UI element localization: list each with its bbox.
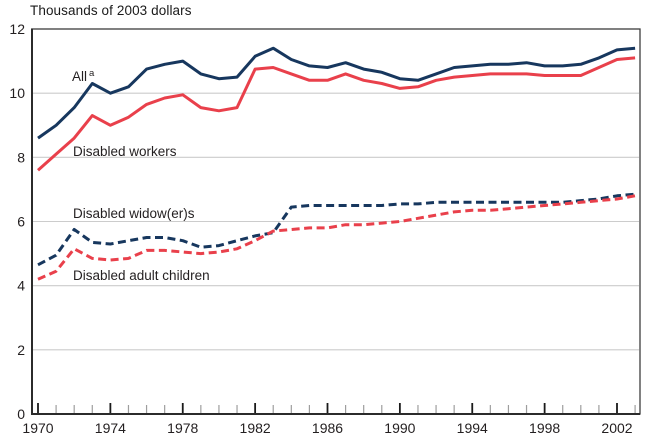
series-label: All a — [72, 68, 95, 84]
series-labels: All a Disabled workers Disabled widow(er)s D… — [72, 68, 210, 283]
x-tick-label: 1978 — [167, 420, 198, 436]
y-tick-label: 8 — [17, 149, 25, 165]
y-tick-label: 12 — [9, 21, 25, 37]
x-tick-label: 1990 — [384, 420, 415, 436]
series-line-disabled-widow-er-s — [37, 192, 636, 267]
x-tick-label: 1970 — [22, 420, 53, 436]
series-label: Disabled widow(er)s — [73, 206, 195, 221]
y-tick-label: 4 — [17, 278, 25, 294]
y-tick-label: 0 — [17, 406, 25, 422]
chart-title: Thousands of 2003 dollars — [30, 3, 192, 18]
x-tick-label: 1974 — [95, 420, 126, 436]
y-axis: 0 2 4 6 8 10 12 — [9, 21, 25, 422]
series-label: Disabled workers — [73, 144, 177, 159]
x-tick-label: 1994 — [457, 420, 488, 436]
series-label: Disabled adult children — [73, 268, 210, 283]
x-tick-label: 1998 — [529, 420, 560, 436]
y-tick-label: 6 — [17, 214, 25, 230]
x-tick-label: 1982 — [240, 420, 271, 436]
x-tick-label: 2002 — [601, 420, 632, 436]
x-tick-label: 1986 — [312, 420, 343, 436]
x-axis: 1970 1974 1978 1982 1986 1990 1994 1998 2002 — [22, 403, 636, 436]
y-tick-label: 2 — [17, 342, 25, 358]
series-line-disabled-adult-children — [37, 194, 636, 281]
y-tick-label: 10 — [9, 85, 25, 101]
gridlines — [33, 92, 639, 351]
series-line-all — [37, 46, 636, 140]
series-line-disabled-workers — [37, 56, 636, 172]
